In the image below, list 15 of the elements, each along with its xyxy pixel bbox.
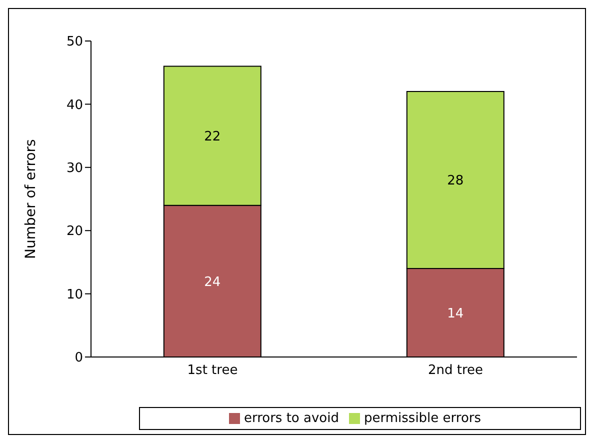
data-label: 24 [204,274,221,290]
data-label: 22 [204,129,221,144]
y-tick-label: 30 [66,161,83,176]
legend-label: permissible errors [364,411,482,426]
y-tick-label: 40 [66,98,83,113]
y-tick-label: 0 [74,350,83,366]
y-tick-label: 50 [66,34,83,50]
y-axis-title: Number of errors [22,139,39,259]
data-label: 28 [447,174,464,189]
y-tick-label: 20 [66,224,83,240]
x-tick-label: 1st tree [187,363,238,378]
data-label: 14 [447,306,464,322]
y-tick-label: 10 [66,287,83,302]
legend-label: errors to avoid [244,411,339,426]
x-tick-label: 2nd tree [428,363,484,378]
